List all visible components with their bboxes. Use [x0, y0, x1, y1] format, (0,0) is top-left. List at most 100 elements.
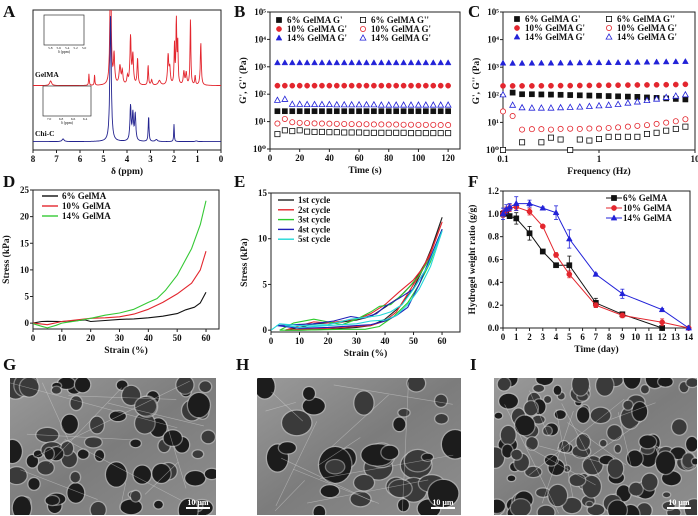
data-point — [393, 82, 400, 89]
data-point — [605, 93, 612, 99]
x-tick-label: 5 — [567, 332, 572, 342]
data-point — [363, 108, 370, 115]
data-point — [576, 92, 583, 99]
y-tick-label: 10¹ — [487, 117, 499, 127]
pore — [135, 412, 155, 434]
pore — [282, 410, 312, 436]
data-point — [363, 121, 370, 128]
data-point — [538, 91, 545, 98]
data-point — [663, 127, 670, 134]
pore — [686, 378, 697, 387]
pore — [526, 437, 538, 450]
data-point — [289, 82, 296, 89]
pore — [204, 468, 216, 479]
inset-tick-label: 5.2 — [73, 46, 78, 50]
data-point — [566, 262, 573, 269]
data-point — [605, 101, 613, 108]
data-point — [499, 90, 507, 98]
legend-label: 14% GelMA — [62, 211, 111, 221]
pore — [537, 505, 555, 515]
data-point — [281, 82, 288, 89]
data-point — [445, 122, 452, 129]
y-axis-label: G', G'' (Pa) — [238, 57, 249, 104]
legend-marker — [359, 34, 367, 41]
y-axis-label: Hydrogel weight ratio (g/g) — [467, 205, 478, 315]
series-14-gelma — [499, 196, 692, 331]
data-point — [385, 129, 392, 136]
data-point — [653, 95, 661, 102]
data-point — [378, 59, 385, 66]
y-tick-label: 0.4 — [488, 277, 500, 287]
curve-2st-cycle — [285, 221, 443, 331]
data-point — [341, 129, 348, 136]
data-point — [509, 89, 516, 96]
legend-marker — [606, 24, 613, 31]
y-axis-label: G', G'' (Pa) — [471, 58, 482, 105]
data-point — [333, 59, 341, 66]
data-point — [356, 82, 362, 89]
data-point — [625, 93, 631, 100]
pore — [435, 394, 447, 407]
inset-x-label: δ (ppm) — [58, 50, 71, 54]
data-point — [414, 101, 423, 108]
data-point — [318, 128, 325, 135]
x-tick-label: 30 — [115, 333, 125, 343]
data-point — [557, 82, 564, 89]
pore — [553, 385, 562, 395]
pore — [637, 503, 652, 515]
x-tick-label: 5 — [101, 154, 106, 164]
data-point — [415, 121, 422, 128]
y-tick-label: 15 — [20, 238, 30, 248]
data-point — [423, 82, 429, 89]
pore — [576, 434, 590, 450]
strut — [275, 421, 318, 506]
x-tick-label: 10 — [57, 333, 67, 343]
data-point — [634, 133, 641, 140]
pore — [176, 378, 194, 394]
pore — [192, 450, 204, 458]
data-point — [624, 133, 631, 140]
strut — [10, 382, 178, 429]
spectrum-label: GelMA — [35, 70, 59, 79]
panel-label-h: H — [236, 355, 249, 374]
pore — [398, 409, 410, 417]
data-point — [348, 82, 355, 89]
legend-label: 10% GelMA — [62, 201, 111, 211]
series-2 — [274, 82, 451, 89]
legend-label: 2st cycle — [298, 205, 330, 215]
data-point — [499, 210, 507, 217]
data-point — [378, 82, 385, 89]
data-point — [385, 59, 393, 66]
x-tick-label: 30 — [352, 336, 362, 346]
data-point — [547, 59, 555, 66]
series-1 — [274, 127, 452, 138]
pore — [51, 386, 61, 394]
pore — [320, 485, 339, 498]
strut — [265, 402, 296, 412]
series-0 — [274, 108, 451, 115]
data-point — [567, 125, 574, 132]
scale-bar-label: 10 μm — [668, 498, 690, 507]
data-point — [281, 115, 288, 122]
data-point — [596, 125, 603, 132]
series-0 — [509, 89, 689, 103]
data-point — [659, 325, 665, 331]
x-tick-label: 6 — [580, 332, 585, 342]
x-tick-label: 40 — [381, 336, 391, 346]
data-point — [547, 134, 554, 141]
strut — [541, 411, 574, 504]
data-point — [408, 82, 414, 89]
x-tick-label: 20 — [295, 153, 305, 163]
strut — [561, 403, 600, 477]
data-point — [529, 91, 535, 98]
pore — [510, 499, 531, 515]
data-point — [281, 108, 288, 115]
data-point — [592, 270, 600, 277]
y-tick-label: 5 — [25, 292, 30, 302]
data-point — [548, 91, 554, 98]
data-point — [567, 146, 574, 153]
data-point — [538, 126, 545, 133]
data-point — [319, 108, 325, 115]
data-point — [658, 306, 666, 313]
pore — [201, 430, 215, 444]
